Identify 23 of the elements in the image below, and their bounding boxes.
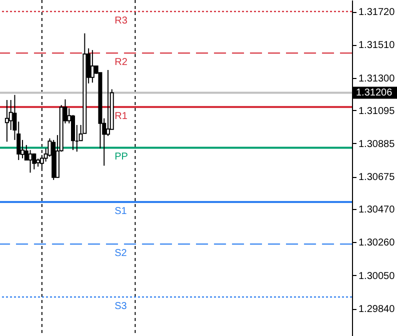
ref-line-label: 1.31206 [356,88,393,99]
ref-line-label: S2 [114,248,128,260]
y-tick-label: 1.30675 [358,172,396,184]
ref-line-label: R1 [114,110,128,122]
candlestick [32,152,36,170]
candlestick [4,99,9,142]
candlestick [106,69,110,137]
candlestick [90,50,94,84]
ref-line-label: R2 [114,57,128,68]
y-tick-label: 1.31300 [358,73,396,84]
y-tick-label: 1.30885 [358,138,396,150]
y-tick-label: 1.30050 [358,270,396,282]
y-tick-label: 1.30470 [358,204,396,216]
y-tick-label: 1.31510 [358,40,396,52]
y-tick-label: 1.29840 [358,304,396,316]
y-tick-label: 1.31720 [358,7,396,18]
ref-line-label: R3 [114,16,128,27]
ref-line-label: S3 [114,300,128,312]
y-tick-label: 1.30260 [358,238,396,249]
ref-line-label: S1 [114,206,128,218]
ref-line-label: PP [114,152,128,163]
y-tick-label: 1.31095 [358,106,396,117]
candlestick [28,150,32,174]
